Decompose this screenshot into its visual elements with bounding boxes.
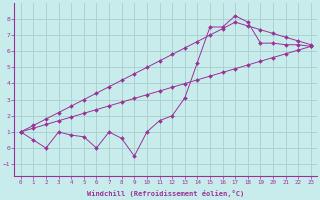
X-axis label: Windchill (Refroidissement éolien,°C): Windchill (Refroidissement éolien,°C) bbox=[87, 190, 244, 197]
